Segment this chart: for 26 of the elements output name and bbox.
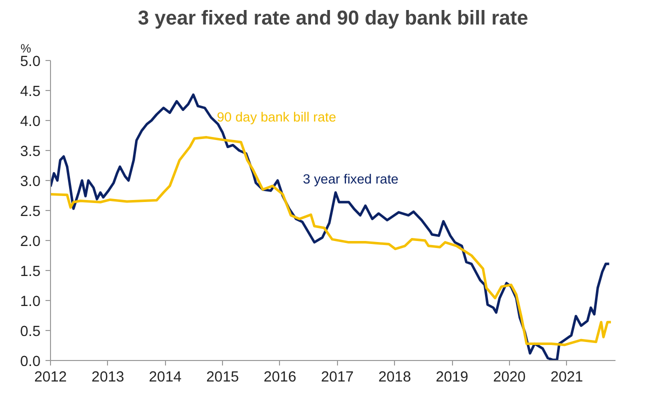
y-tick-label: 1.5 bbox=[20, 264, 40, 280]
x-tick-label: 2013 bbox=[92, 370, 124, 386]
y-tick-label: 3.5 bbox=[20, 144, 40, 160]
x-tick-label: 2019 bbox=[436, 370, 468, 386]
y-tick-label: 1.0 bbox=[20, 294, 40, 310]
y-tick-label: 5.0 bbox=[20, 54, 40, 70]
x-tick-label: 2015 bbox=[206, 370, 239, 386]
series-label: 90 day bank bill rate bbox=[216, 110, 336, 125]
y-tick-label: 0.5 bbox=[20, 324, 40, 340]
x-tick-label: 2020 bbox=[493, 370, 526, 386]
line-series bbox=[50, 136, 612, 346]
x-tick-label: 2018 bbox=[378, 370, 411, 386]
x-tick-label: 2014 bbox=[148, 370, 182, 386]
y-tick-label: 3.0 bbox=[20, 174, 40, 190]
y-tick-label: 4.5 bbox=[20, 84, 40, 100]
y-tick-label: 0.0 bbox=[20, 354, 40, 370]
series-label: 3 year fixed rate bbox=[302, 172, 398, 186]
y-tick-label: 2.0 bbox=[20, 234, 40, 250]
y-tick-label: 2.5 bbox=[20, 204, 40, 220]
chart-title: 3 year fixed rate and 90 day bank bill rate bbox=[138, 8, 528, 30]
x-tick-label: 2012 bbox=[34, 370, 67, 386]
y-axis-title: % bbox=[20, 42, 32, 56]
x-tick-label: 2016 bbox=[264, 370, 296, 386]
x-tick-label: 2021 bbox=[550, 370, 584, 386]
y-tick-label: 4.0 bbox=[20, 114, 40, 130]
x-tick-label: 2017 bbox=[321, 370, 354, 386]
